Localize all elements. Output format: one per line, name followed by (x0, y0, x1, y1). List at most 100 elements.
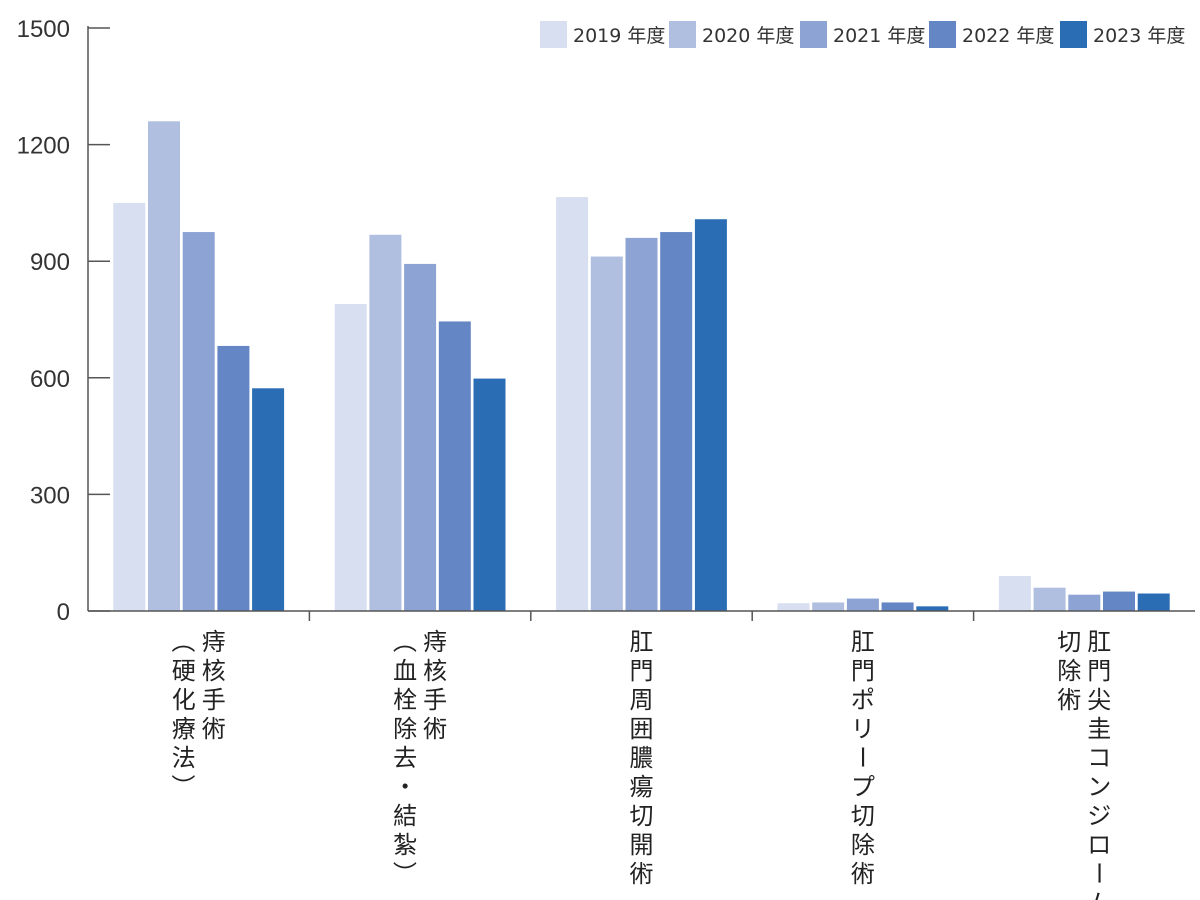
category-label-char: ー (848, 745, 876, 769)
legend-label: 2019 年度 (573, 25, 665, 47)
category-label-char: 圭 (1087, 715, 1111, 743)
category-label-char: 栓 (393, 686, 417, 714)
category-label-char: 肛 (1087, 628, 1111, 656)
y-tick-label: 0 (57, 599, 70, 626)
bar (916, 606, 949, 611)
category-label-char: 瘍 (630, 773, 654, 801)
category-label-char: 核 (423, 657, 447, 685)
category-label-char: リ (851, 715, 875, 743)
category-label-char: コ (1087, 744, 1111, 772)
legend-swatch (540, 21, 567, 48)
category-label-char: 除 (1057, 657, 1081, 685)
category-label-char: 硬 (172, 657, 196, 685)
legend-swatch (800, 21, 827, 48)
category-label-char: ） (169, 774, 197, 798)
category-label-char: 切 (1057, 628, 1081, 656)
bar (590, 256, 623, 611)
category-label-char: 核 (202, 657, 226, 685)
legend-label: 2020 年度 (702, 25, 794, 47)
category-label-char: 囲 (630, 715, 654, 743)
category-label-char: 痔 (202, 628, 226, 656)
category-labels: 痔核手術（硬化療法）痔核手術（血栓除去・結紮）肛門周囲膿瘍切開術肛門ポリープ切除… (169, 628, 1113, 900)
bar (1068, 594, 1101, 611)
bar (252, 388, 285, 611)
bar (334, 303, 367, 611)
category-label-char: 術 (630, 860, 654, 888)
bar (217, 345, 250, 611)
category-label-char: 痔 (423, 628, 447, 656)
category-label-char: 結 (393, 802, 417, 830)
legend-label: 2023 年度 (1093, 25, 1185, 47)
category-label-char: 術 (851, 860, 875, 888)
category-label-char: 化 (172, 686, 196, 714)
category-label-char: ジ (1087, 802, 1111, 830)
category-label-char: 門 (1087, 657, 1111, 685)
bar (1033, 587, 1066, 611)
category-label-char: 肛 (630, 628, 654, 656)
category-label-char: 除 (393, 715, 417, 743)
bar (846, 598, 879, 611)
bar (812, 602, 845, 611)
bar (625, 237, 658, 611)
legend-swatch (929, 21, 956, 48)
category-label-char: 術 (423, 715, 447, 743)
category-label-char: 肛 (851, 628, 875, 656)
category-label-char: ・ (393, 773, 417, 801)
bar (113, 202, 146, 611)
y-tick-label: 1200 (17, 133, 70, 160)
bar (556, 197, 589, 611)
category-label-char: 法 (172, 744, 196, 772)
y-axis: 0 300 600 900 1200 1500 (17, 16, 110, 626)
bar (694, 219, 727, 611)
bar (998, 576, 1031, 611)
category-label-char: 紮 (393, 831, 417, 859)
y-tick-label: 600 (30, 366, 70, 393)
x-axis (88, 610, 1195, 621)
category-label-char: 周 (630, 686, 654, 714)
legend-swatch (1060, 21, 1087, 48)
category-label-char: 除 (851, 831, 875, 859)
bar (881, 602, 914, 611)
category-label-char: ム (1087, 889, 1111, 900)
category-label-char: ） (390, 861, 418, 885)
y-tick-label: 900 (30, 249, 70, 276)
y-tick-label: 1500 (17, 16, 70, 43)
category-label-char: 門 (851, 657, 875, 685)
bar (473, 378, 506, 611)
category-label-char: 術 (1057, 686, 1081, 714)
category-label-char: ポ (851, 686, 875, 714)
bar (369, 234, 402, 611)
bar (438, 321, 471, 611)
y-tick-label: 300 (30, 482, 70, 509)
bar (148, 121, 180, 611)
bar (1137, 593, 1170, 611)
category-label-char: 切 (851, 802, 875, 830)
legend-label: 2022 年度 (962, 25, 1054, 47)
category-label-char: 療 (172, 715, 196, 743)
bar (777, 603, 810, 611)
bar (182, 232, 215, 612)
bar (404, 263, 437, 611)
legend-swatch (669, 21, 696, 48)
category-label-char: 去 (393, 744, 417, 772)
bar (1103, 591, 1135, 611)
category-label-char: （ (169, 629, 197, 653)
category-label-char: ン (1087, 773, 1111, 801)
category-label-char: プ (851, 773, 875, 801)
category-label-char: 血 (393, 657, 417, 685)
category-label-char: 膿 (630, 744, 654, 772)
category-label-char: ー (1084, 861, 1112, 885)
category-label-char: 開 (630, 831, 654, 859)
category-label-char: 門 (630, 657, 654, 685)
category-label-char: 手 (423, 686, 447, 714)
legend-label: 2021 年度 (833, 25, 925, 47)
category-label-char: 切 (630, 802, 654, 830)
bars (113, 121, 1170, 612)
category-label-char: ロ (1087, 831, 1111, 859)
legend: 2019 年度 2020 年度 2021 年度 2022 年度 2023 年度 (540, 21, 1185, 48)
category-label-char: 手 (202, 686, 226, 714)
category-label-char: （ (390, 629, 418, 653)
category-label-char: 術 (202, 715, 226, 743)
bar (660, 232, 693, 612)
